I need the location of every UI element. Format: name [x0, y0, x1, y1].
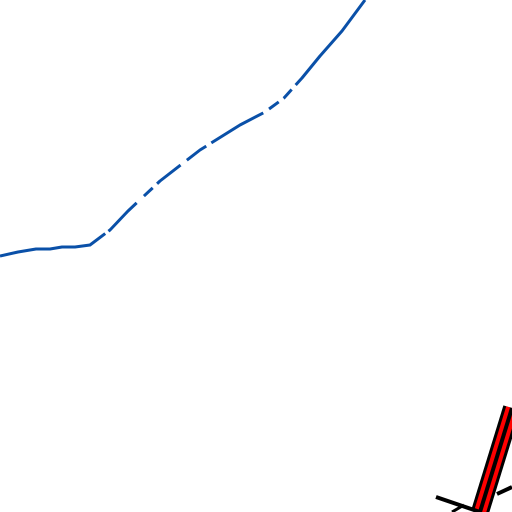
branch-line [435, 495, 481, 512]
railway-core [478, 407, 512, 512]
boundary-line [0, 0, 367, 258]
branch-line-end [451, 503, 465, 512]
boundary-line-path [0, 0, 367, 258]
railway-cross-tick [496, 485, 512, 496]
railway [435, 405, 512, 512]
